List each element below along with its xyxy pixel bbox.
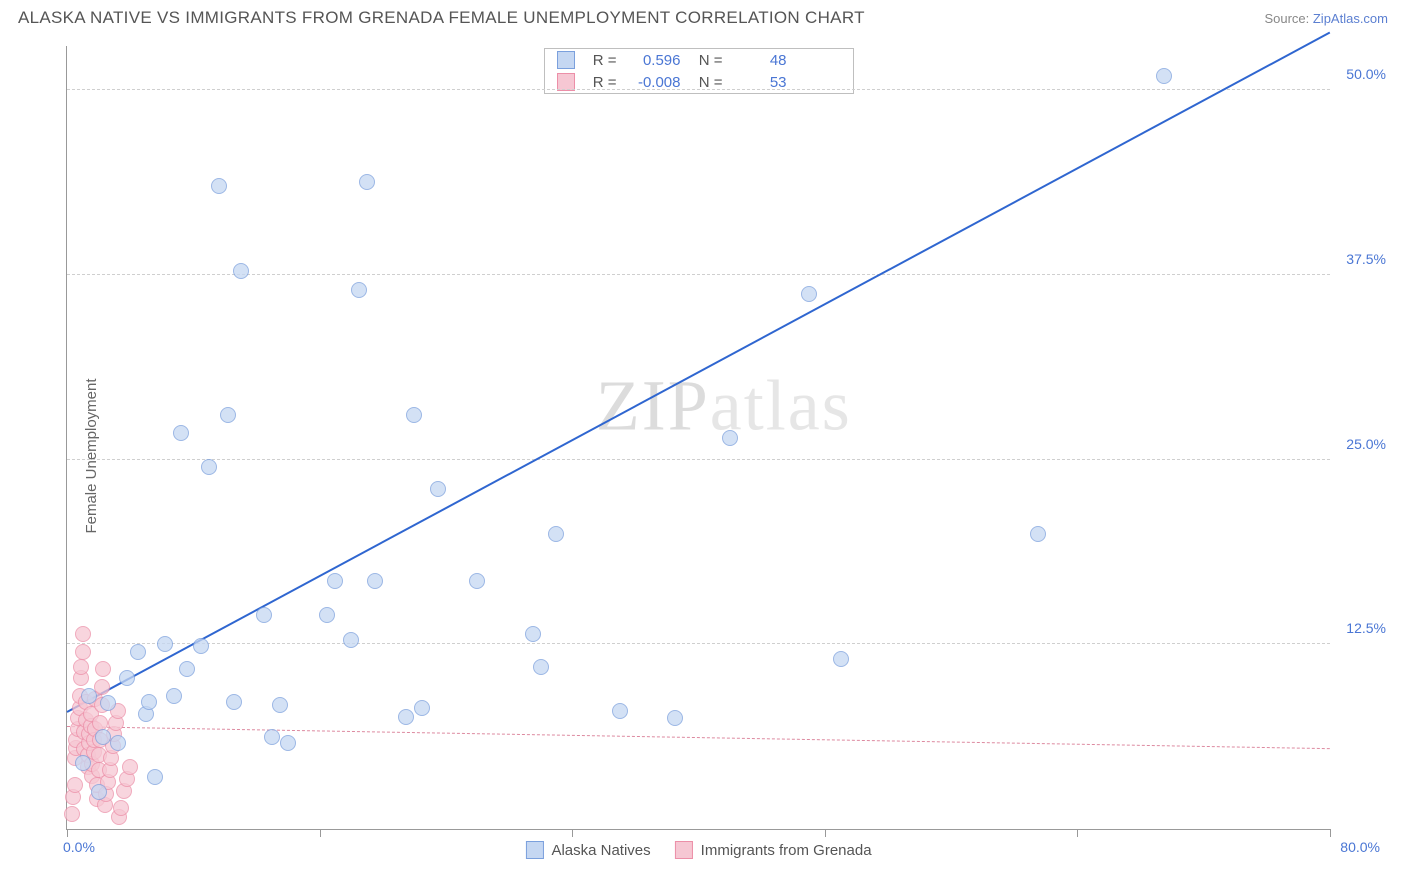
- data-point: [264, 729, 280, 745]
- legend-swatch-1: [557, 73, 575, 91]
- gridline-h: [67, 89, 1330, 90]
- data-point: [367, 573, 383, 589]
- data-point: [548, 526, 564, 542]
- data-point: [833, 651, 849, 667]
- data-point: [1030, 526, 1046, 542]
- data-point: [343, 632, 359, 648]
- data-point: [351, 282, 367, 298]
- legend-item-0: Alaska Natives: [525, 841, 650, 859]
- data-point: [667, 710, 683, 726]
- n-label-1: N =: [689, 74, 723, 91]
- data-point: [1156, 68, 1172, 84]
- r-label-1: R =: [583, 74, 617, 91]
- data-point: [157, 636, 173, 652]
- source-link[interactable]: ZipAtlas.com: [1313, 11, 1388, 26]
- data-point: [256, 607, 272, 623]
- data-point: [92, 715, 108, 731]
- data-point: [193, 638, 209, 654]
- data-point: [359, 174, 375, 190]
- chart-header: ALASKA NATIVE VS IMMIGRANTS FROM GRENADA…: [0, 0, 1406, 32]
- data-point: [201, 459, 217, 475]
- x-tick: [572, 829, 573, 837]
- x-axis-label-max: 80.0%: [1340, 839, 1380, 855]
- data-point: [280, 735, 296, 751]
- data-point: [801, 286, 817, 302]
- data-point: [173, 425, 189, 441]
- data-point: [122, 759, 138, 775]
- data-point: [533, 659, 549, 675]
- x-tick: [67, 829, 68, 837]
- data-point: [722, 430, 738, 446]
- gridline-h: [67, 274, 1330, 275]
- r-value-1: -0.008: [625, 74, 681, 91]
- data-point: [233, 263, 249, 279]
- series-legend: Alaska Natives Immigrants from Grenada: [525, 841, 871, 859]
- plot-region: ZIPatlas R = 0.596 N = 48 R = -0.008 N =…: [66, 46, 1330, 830]
- gridline-h: [67, 643, 1330, 644]
- n-value-0: 48: [731, 52, 787, 69]
- data-point: [81, 688, 97, 704]
- data-point: [612, 703, 628, 719]
- legend-bottom-label-0: Alaska Natives: [551, 842, 650, 859]
- data-point: [469, 573, 485, 589]
- legend-swatch-0: [557, 51, 575, 69]
- data-point: [430, 481, 446, 497]
- r-value-0: 0.596: [625, 52, 681, 69]
- legend-item-1: Immigrants from Grenada: [675, 841, 872, 859]
- r-label-0: R =: [583, 52, 617, 69]
- data-point: [64, 806, 80, 822]
- trend-line: [67, 726, 1330, 749]
- data-point: [130, 644, 146, 660]
- legend-bottom-swatch-0: [525, 841, 543, 859]
- y-tick-label: 25.0%: [1346, 436, 1386, 452]
- legend-bottom-swatch-1: [675, 841, 693, 859]
- correlation-legend: R = 0.596 N = 48 R = -0.008 N = 53: [544, 48, 854, 94]
- data-point: [100, 695, 116, 711]
- data-point: [141, 694, 157, 710]
- data-point: [95, 661, 111, 677]
- y-tick-label: 37.5%: [1346, 251, 1386, 267]
- y-tick-label: 50.0%: [1346, 66, 1386, 82]
- data-point: [75, 755, 91, 771]
- gridline-h: [67, 459, 1330, 460]
- data-point: [398, 709, 414, 725]
- data-point: [75, 626, 91, 642]
- data-point: [179, 661, 195, 677]
- data-point: [113, 800, 129, 816]
- n-value-1: 53: [731, 74, 787, 91]
- data-point: [272, 697, 288, 713]
- data-point: [525, 626, 541, 642]
- chart-title: ALASKA NATIVE VS IMMIGRANTS FROM GRENADA…: [18, 8, 865, 28]
- x-tick: [1330, 829, 1331, 837]
- x-tick: [825, 829, 826, 837]
- data-point: [319, 607, 335, 623]
- n-label-0: N =: [689, 52, 723, 69]
- data-point: [211, 178, 227, 194]
- data-point: [406, 407, 422, 423]
- data-point: [110, 735, 126, 751]
- x-axis-label-min: 0.0%: [63, 839, 95, 855]
- data-point: [119, 670, 135, 686]
- data-point: [414, 700, 430, 716]
- legend-bottom-label-1: Immigrants from Grenada: [701, 842, 872, 859]
- chart-source: Source: ZipAtlas.com: [1264, 11, 1388, 26]
- y-tick-label: 12.5%: [1346, 620, 1386, 636]
- data-point: [226, 694, 242, 710]
- x-tick: [320, 829, 321, 837]
- data-point: [75, 644, 91, 660]
- x-tick: [1077, 829, 1078, 837]
- data-point: [220, 407, 236, 423]
- watermark-part1: ZIP: [596, 366, 710, 446]
- data-point: [67, 777, 83, 793]
- data-point: [147, 769, 163, 785]
- data-point: [73, 659, 89, 675]
- legend-row-series-0: R = 0.596 N = 48: [545, 49, 853, 71]
- data-point: [166, 688, 182, 704]
- source-prefix: Source:: [1264, 11, 1312, 26]
- data-point: [327, 573, 343, 589]
- chart-area: Female Unemployment ZIPatlas R = 0.596 N…: [18, 38, 1388, 874]
- data-point: [91, 784, 107, 800]
